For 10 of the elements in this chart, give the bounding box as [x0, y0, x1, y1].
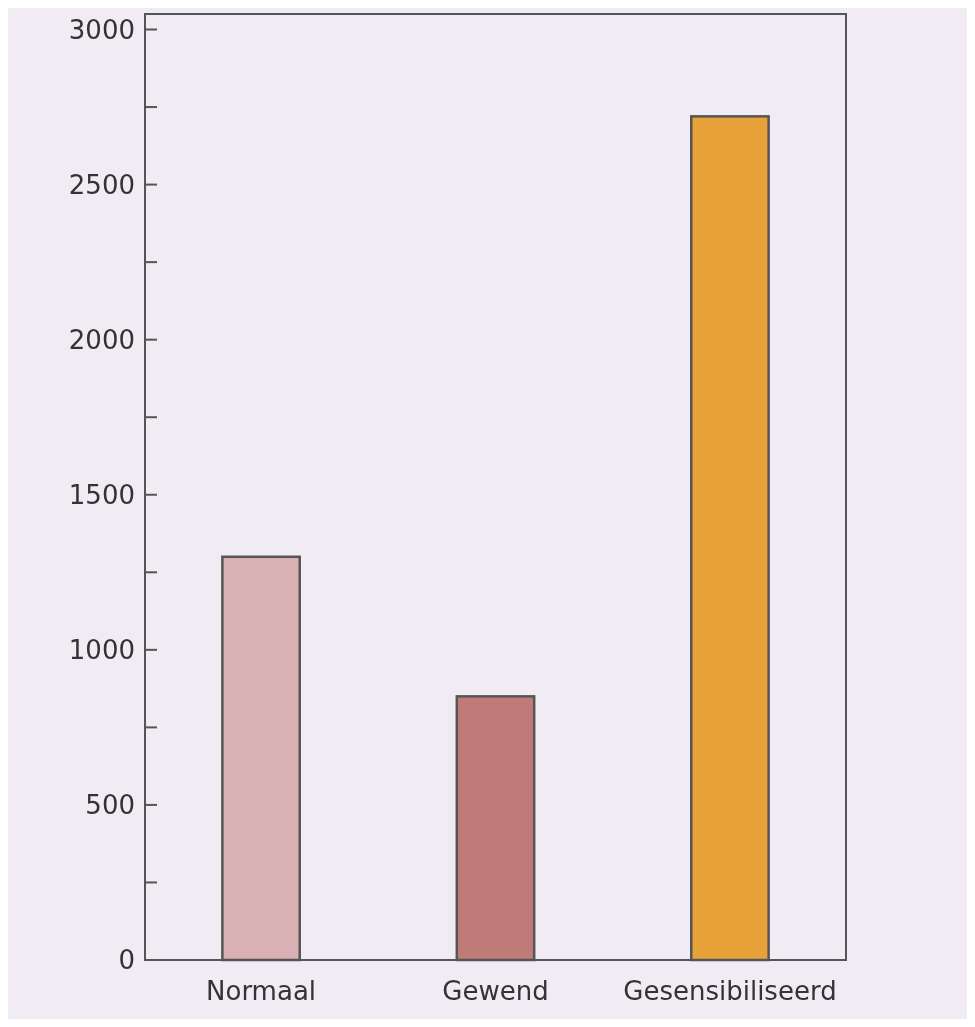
y-tick-label: 500	[85, 790, 135, 821]
y-tick-label: 1000	[68, 634, 135, 665]
y-tick-label: 1500	[68, 479, 135, 510]
y-tick-label: 2000	[68, 324, 135, 355]
y-tick-label: 2500	[68, 169, 135, 200]
x-tick-label: Gesensibiliseerd	[623, 976, 837, 1006]
x-tick-label: Normaal	[206, 976, 317, 1006]
y-tick-label: 0	[118, 945, 135, 976]
x-tick-label: Gewend	[442, 976, 549, 1006]
y-tick-label: 3000	[68, 14, 135, 45]
